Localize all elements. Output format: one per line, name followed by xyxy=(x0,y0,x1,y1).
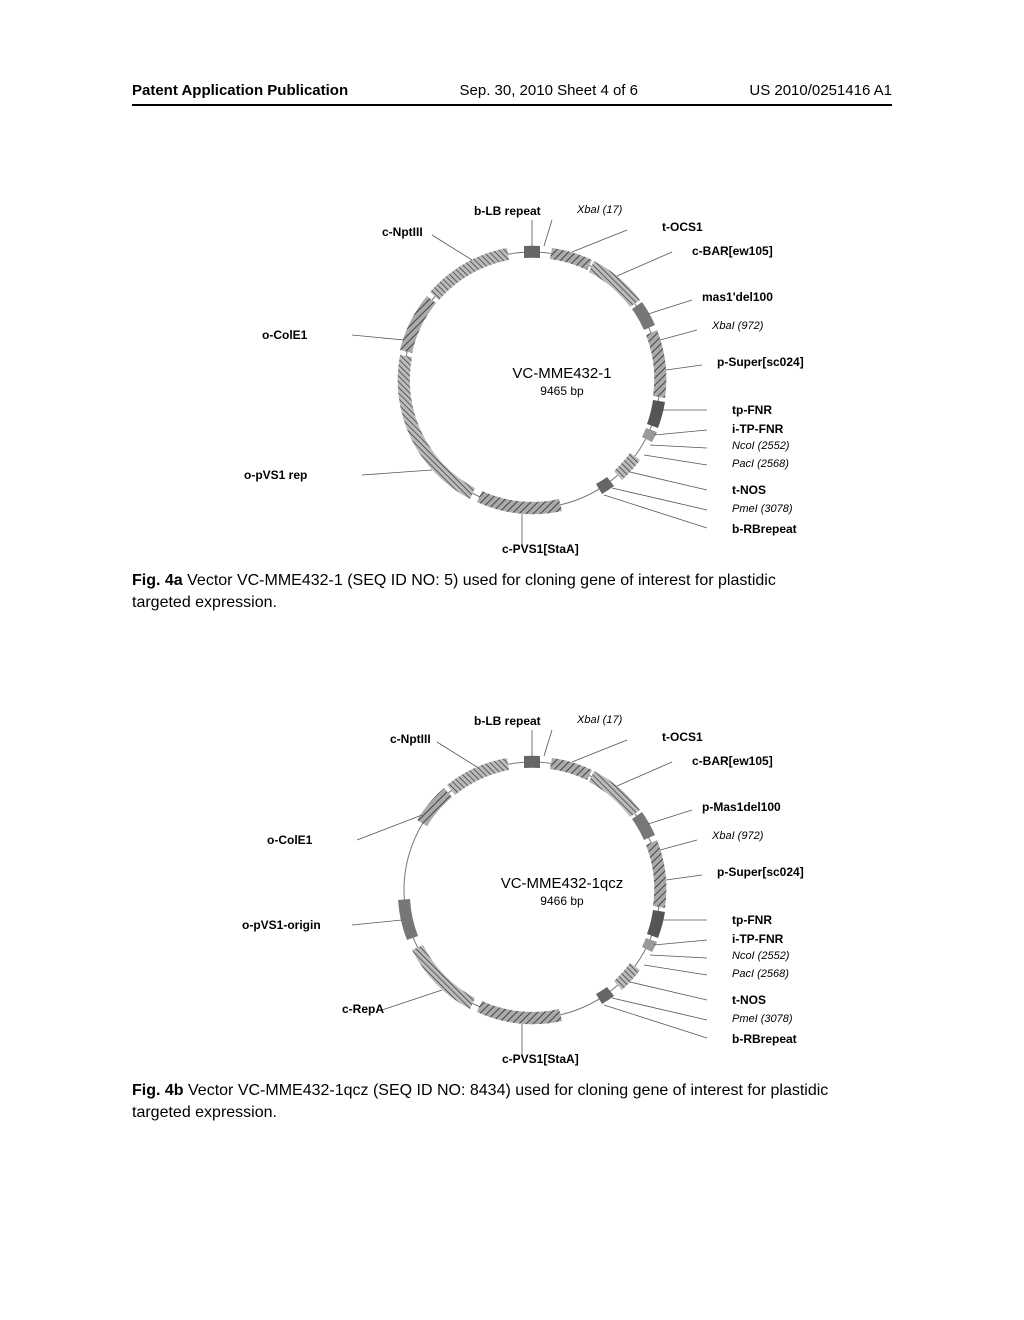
label-brb-b: b-RBrepeat xyxy=(732,1032,797,1046)
figure-4b: b-LB repeat XbaI (17) c-NptIII t-OCS1 c-… xyxy=(132,700,892,1125)
figure-4a: b-LB repeat XbaI (17) c-NptIII t-OCS1 c-… xyxy=(132,190,892,615)
label-cbar-a: c-BAR[ew105] xyxy=(692,244,773,258)
label-tpfnr-b: tp-FNR xyxy=(732,913,772,927)
label-cbar-b: c-BAR[ew105] xyxy=(692,754,773,768)
vector-name-text-b: VC-MME432-1qcz xyxy=(501,875,624,892)
label-xba17-a: XbaI (17) xyxy=(577,204,622,216)
caption-4a-bold: Fig. 4a xyxy=(132,572,183,589)
vector-name-text-a: VC-MME432-1 xyxy=(512,365,611,382)
label-pme-a: PmeI (3078) xyxy=(732,503,793,515)
label-tpfnr-a: tp-FNR xyxy=(732,403,772,417)
label-psuper-a: p-Super[sc024] xyxy=(717,355,804,369)
label-opvs1o-b: o-pVS1-origin xyxy=(242,918,321,932)
label-ocol-a: o-ColE1 xyxy=(262,328,307,342)
header-rule xyxy=(132,104,892,106)
vector-bp-a: 9465 bp xyxy=(482,384,642,398)
caption-4b-bold: Fig. 4b xyxy=(132,1082,184,1099)
header-docnum: US 2010/0251416 A1 xyxy=(749,82,892,99)
label-crepa-b: c-RepA xyxy=(342,1002,384,1016)
label-pac-b: PacI (2568) xyxy=(732,968,789,980)
label-itpfnr-a: i-TP-FNR xyxy=(732,422,783,436)
label-opvs1-a: o-pVS1 rep xyxy=(244,468,307,482)
label-cnpt-a: c-NptIII xyxy=(382,225,423,239)
label-tnos-b: t-NOS xyxy=(732,993,766,1007)
label-cpvs1-a: c-PVS1[StaA] xyxy=(502,542,579,556)
label-nco-b: NcoI (2552) xyxy=(732,950,789,962)
label-mas-a: mas1'del100 xyxy=(702,290,773,304)
plasmid-map-b: b-LB repeat XbaI (17) c-NptIII t-OCS1 c-… xyxy=(132,700,892,1070)
label-tocs-a: t-OCS1 xyxy=(662,220,703,234)
label-cnpt-b: c-NptIII xyxy=(390,732,431,746)
vector-bp-b: 9466 bp xyxy=(472,894,652,908)
label-xba972-a: XbaI (972) xyxy=(712,320,763,332)
label-tocs-b: t-OCS1 xyxy=(662,730,703,744)
label-brb-a: b-RBrepeat xyxy=(732,522,797,536)
vector-name-a: VC-MME432-1 9465 bp xyxy=(482,365,642,398)
label-psuper-b: p-Super[sc024] xyxy=(717,865,804,879)
caption-4a: Fig. 4a Vector VC-MME432-1 (SEQ ID NO: 5… xyxy=(132,570,832,615)
caption-4b-text: Vector VC-MME432-1qcz (SEQ ID NO: 8434) … xyxy=(132,1082,828,1121)
label-itpfnr-b: i-TP-FNR xyxy=(732,932,783,946)
caption-4b: Fig. 4b Vector VC-MME432-1qcz (SEQ ID NO… xyxy=(132,1080,832,1125)
label-xba972-b: XbaI (972) xyxy=(712,830,763,842)
label-cpvs1-b: c-PVS1[StaA] xyxy=(502,1052,579,1066)
label-pme-b: PmeI (3078) xyxy=(732,1013,793,1025)
label-xba17-b: XbaI (17) xyxy=(577,714,622,726)
label-tnos-a: t-NOS xyxy=(732,483,766,497)
caption-4a-text: Vector VC-MME432-1 (SEQ ID NO: 5) used f… xyxy=(132,572,776,611)
label-ocol-b: o-ColE1 xyxy=(267,833,312,847)
plasmid-map-a: b-LB repeat XbaI (17) c-NptIII t-OCS1 c-… xyxy=(132,190,892,560)
label-blb-a: b-LB repeat xyxy=(474,204,541,218)
label-blb-b: b-LB repeat xyxy=(474,714,541,728)
label-pmas-b: p-Mas1del100 xyxy=(702,800,781,814)
label-pac-a: PacI (2568) xyxy=(732,458,789,470)
header-date-sheet: Sep. 30, 2010 Sheet 4 of 6 xyxy=(460,82,638,99)
vector-name-b: VC-MME432-1qcz 9466 bp xyxy=(472,875,652,908)
label-nco-a: NcoI (2552) xyxy=(732,440,789,452)
header-publication: Patent Application Publication xyxy=(132,82,348,99)
